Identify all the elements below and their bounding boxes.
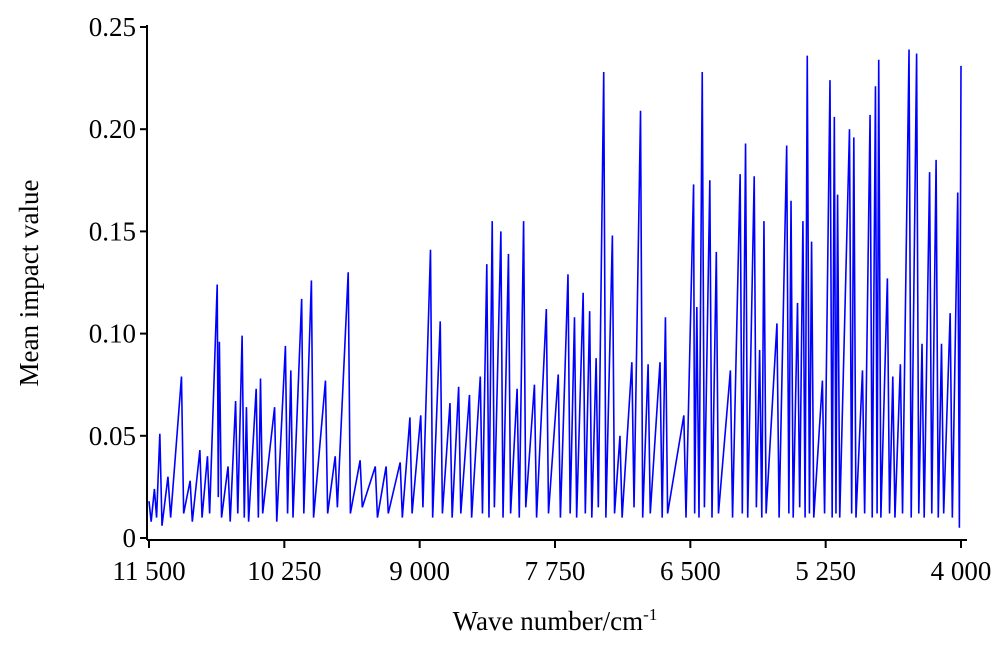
x-axis-label-text: Wave number/cm bbox=[453, 606, 644, 636]
x-tick-label: 6 500 bbox=[660, 556, 721, 586]
x-tick-label: 9 000 bbox=[389, 556, 450, 586]
x-tick-label: 11 500 bbox=[112, 556, 185, 586]
x-tick-label: 4 000 bbox=[931, 556, 992, 586]
y-tick-label: 0.15 bbox=[89, 216, 136, 246]
x-axis-label-superscript: -1 bbox=[643, 605, 657, 624]
y-tick-label: 0.05 bbox=[89, 421, 136, 451]
y-tick-label: 0.10 bbox=[89, 319, 136, 349]
x-tick-label: 10 250 bbox=[247, 556, 321, 586]
y-tick-label: 0 bbox=[123, 523, 137, 553]
data-line bbox=[148, 49, 962, 528]
x-tick-label: 5 250 bbox=[795, 556, 856, 586]
x-tick-label: 7 750 bbox=[525, 556, 586, 586]
y-tick-label: 0.20 bbox=[89, 114, 136, 144]
y-tick-label: 0.25 bbox=[89, 12, 136, 42]
x-axis-label: Wave number/cm-1 bbox=[453, 605, 658, 636]
y-axis-label: Mean impact value bbox=[14, 180, 44, 387]
